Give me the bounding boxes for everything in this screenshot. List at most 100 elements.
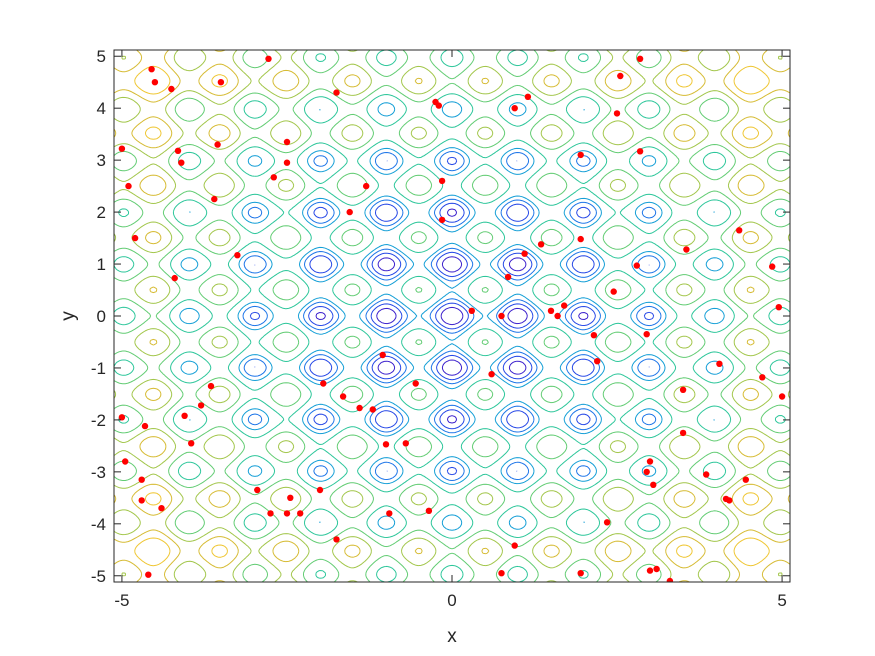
scatter-point xyxy=(217,79,225,86)
scatter-point xyxy=(356,404,363,412)
contour-level-line xyxy=(134,65,770,567)
scatter-point xyxy=(425,507,433,514)
scatter-point xyxy=(181,412,188,419)
scatter-point xyxy=(438,177,446,185)
scatter-point xyxy=(742,476,749,483)
scatter-point xyxy=(435,102,442,109)
scatter-point xyxy=(666,577,674,582)
scatter-point xyxy=(145,571,152,578)
scatter-point xyxy=(524,93,532,101)
x-tick-label: 0 xyxy=(447,591,456,610)
contour-level-line xyxy=(114,50,790,582)
scatter-point xyxy=(211,195,218,203)
scatter-point xyxy=(769,263,776,270)
scatter-point xyxy=(265,55,272,62)
y-tick-label: 3 xyxy=(97,151,106,170)
scatter-point xyxy=(412,380,419,387)
scatter-point xyxy=(643,331,650,338)
scatter-point xyxy=(537,241,545,248)
x-tick-label: -5 xyxy=(114,591,129,610)
scatter-point xyxy=(138,497,145,504)
scatter-point xyxy=(316,486,324,494)
y-tick-label: 5 xyxy=(97,47,106,66)
scatter-point xyxy=(610,288,617,295)
scatter-point xyxy=(382,441,390,448)
scatter-points xyxy=(118,55,786,582)
scatter-point xyxy=(617,72,624,80)
plot-background xyxy=(114,50,790,582)
scatter-point xyxy=(498,570,505,577)
scatter-point xyxy=(234,252,241,259)
scatter-point xyxy=(346,208,353,216)
scatter-point xyxy=(778,393,786,400)
scatter-point xyxy=(174,147,182,154)
scatter-point xyxy=(613,110,621,117)
scatter-point xyxy=(636,55,644,62)
scatter-point xyxy=(590,332,598,339)
scatter-point xyxy=(511,105,518,112)
scatter-point xyxy=(151,79,159,86)
scatter-point xyxy=(138,476,145,483)
scatter-point xyxy=(171,274,178,282)
scatter-point xyxy=(270,174,277,181)
scatter-point xyxy=(207,382,215,390)
contour-lines xyxy=(114,50,790,582)
x-axis-label: x xyxy=(447,626,457,647)
scatter-point xyxy=(402,440,409,447)
contour-level-line xyxy=(179,101,725,531)
scatter-point xyxy=(267,510,274,517)
y-tick-label: -5 xyxy=(91,567,106,586)
scatter-point xyxy=(125,182,132,190)
x-tick-label: 5 xyxy=(777,591,786,610)
scatter-point xyxy=(118,145,126,152)
scatter-point xyxy=(716,360,723,367)
scatter-point xyxy=(297,510,304,517)
scatter-point xyxy=(646,458,654,465)
contour-level-line xyxy=(249,156,655,476)
contour-level-line xyxy=(114,50,790,582)
scatter-point xyxy=(379,351,386,359)
scatter-point xyxy=(488,371,495,378)
scatter-point xyxy=(643,468,650,476)
scatter-point xyxy=(320,380,327,387)
scatter-point xyxy=(283,510,291,517)
scatter-point xyxy=(650,481,657,488)
scatter-point xyxy=(197,402,205,409)
scatter-point xyxy=(178,159,185,166)
scatter-point xyxy=(633,262,640,269)
scatter-point xyxy=(679,386,687,393)
scatter-point xyxy=(333,89,340,96)
scatter-point xyxy=(158,505,165,512)
scatter-point xyxy=(386,510,393,517)
scatter-point xyxy=(703,471,710,478)
contour-level-line xyxy=(315,208,589,424)
scatter-point xyxy=(168,85,175,93)
scatter-point xyxy=(504,273,512,281)
scatter-point xyxy=(254,486,261,494)
scatter-point xyxy=(188,440,195,447)
y-tick-label: 4 xyxy=(97,99,106,118)
scatter-point xyxy=(468,307,475,314)
scatter-point xyxy=(283,138,291,146)
scatter-point xyxy=(547,307,555,314)
scatter-point xyxy=(131,234,139,242)
scatter-point xyxy=(561,302,568,309)
scatter-point xyxy=(339,393,347,400)
scatter-point xyxy=(679,429,687,437)
y-tick-label: 1 xyxy=(97,255,106,274)
scatter-point xyxy=(577,570,584,577)
y-tick-label: -1 xyxy=(91,359,106,378)
scatter-point xyxy=(683,246,690,253)
scatter-point xyxy=(333,536,340,543)
scatter-point xyxy=(283,159,291,166)
y-tick-label: 0 xyxy=(97,307,106,326)
scatter-point xyxy=(554,312,561,320)
scatter-point xyxy=(726,497,733,504)
scatter-point xyxy=(646,567,654,574)
scatter-point xyxy=(214,141,221,148)
scatter-point xyxy=(438,216,446,224)
scatter-point xyxy=(118,414,126,421)
scatter-point xyxy=(653,565,660,573)
y-tick-label: 2 xyxy=(97,203,106,222)
